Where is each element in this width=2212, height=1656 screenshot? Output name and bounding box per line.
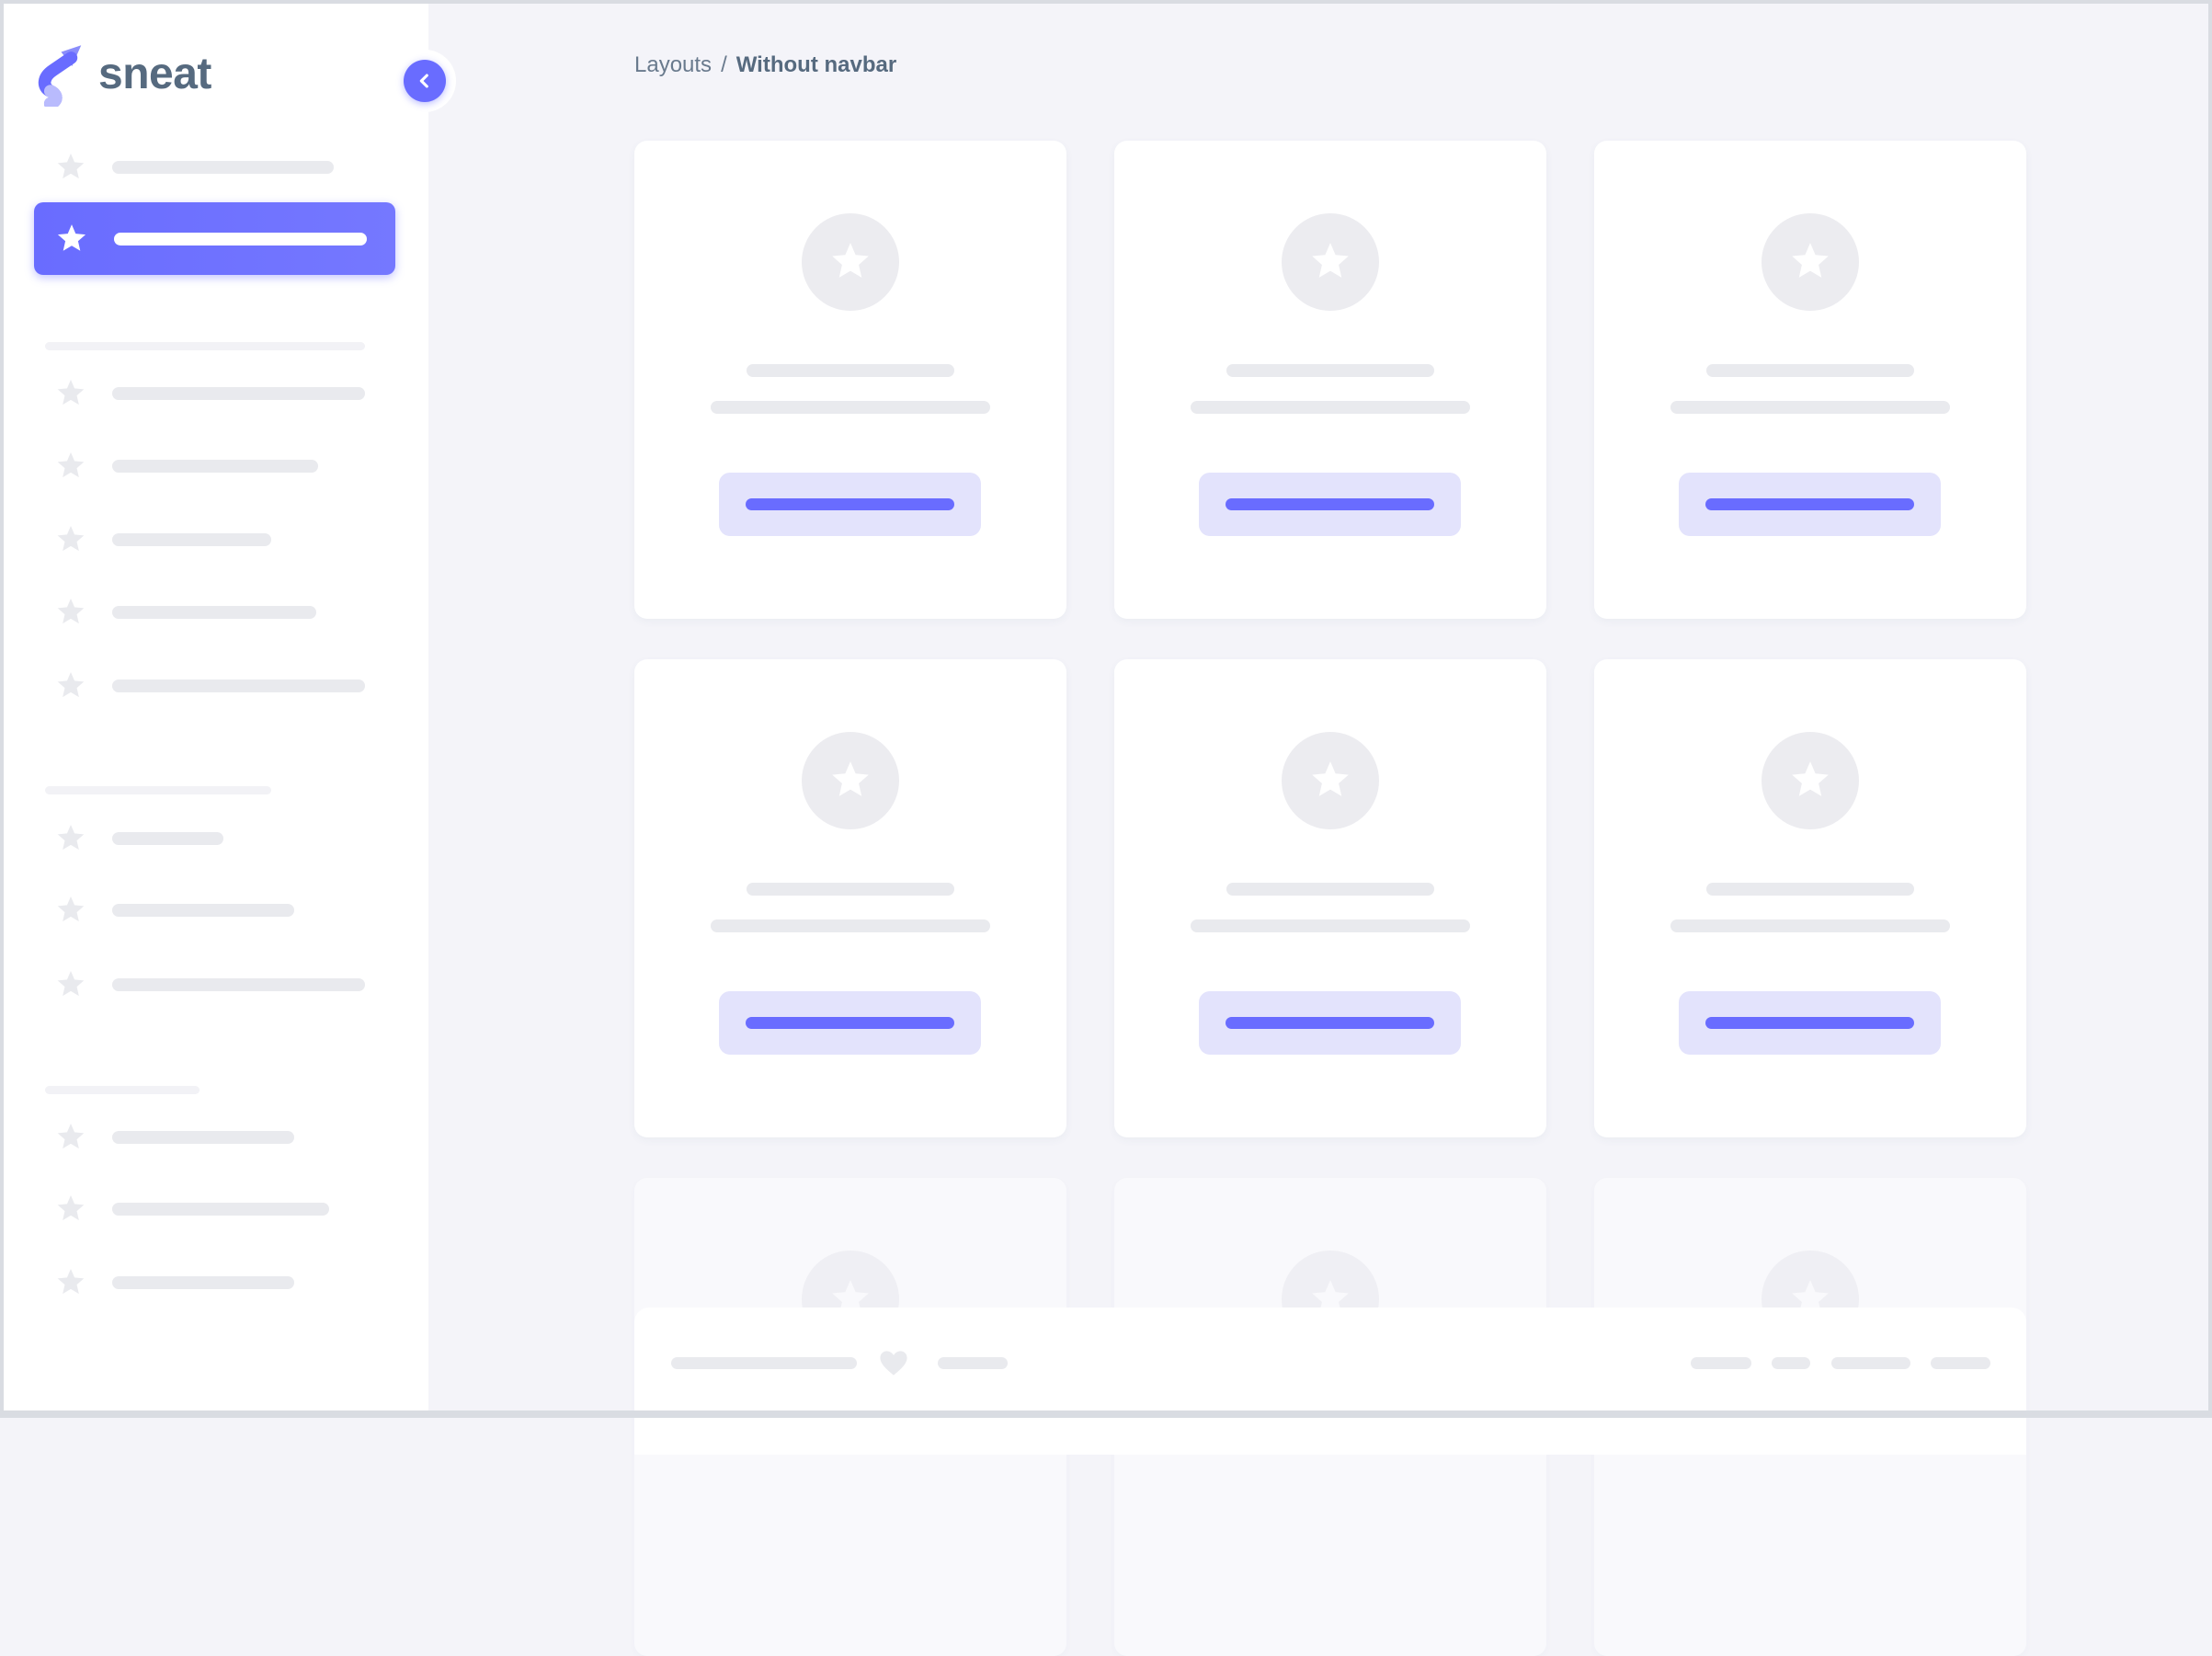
text-line-skeleton <box>1670 919 1950 932</box>
heart-icon <box>875 1345 912 1380</box>
text-line-skeleton <box>747 883 954 896</box>
section-heading-skeleton <box>45 786 271 794</box>
footer-text-skeleton <box>671 1357 857 1369</box>
star-icon <box>54 222 89 257</box>
text-line-skeleton <box>1670 401 1950 414</box>
text-line-skeleton <box>1226 883 1434 896</box>
footer-link-skeleton <box>1691 1357 1751 1369</box>
text-line-skeleton <box>747 364 954 377</box>
skeleton-label-bar <box>112 1203 329 1216</box>
placeholder-card <box>1114 141 1546 619</box>
skeleton-label-bar <box>112 832 223 845</box>
skeleton-label-bar <box>112 533 271 546</box>
skeleton-label-bar <box>112 387 365 400</box>
sidebar-item-skeleton[interactable] <box>54 1264 294 1301</box>
card-action-button[interactable] <box>1679 991 1941 1055</box>
text-line-skeleton <box>711 401 990 414</box>
button-label-skeleton <box>746 1017 954 1029</box>
star-avatar-icon <box>1762 213 1859 311</box>
section-heading-skeleton <box>45 342 365 350</box>
sidebar: sneat <box>0 0 456 1418</box>
skeleton-label-bar <box>112 904 294 917</box>
sidebar-item-skeleton[interactable] <box>54 375 365 412</box>
card-action-button[interactable] <box>1679 473 1941 536</box>
button-label-skeleton <box>1226 1017 1434 1029</box>
sidebar-collapse-button[interactable] <box>393 50 456 112</box>
skeleton-label-bar <box>114 232 367 246</box>
sidebar-item-active[interactable] <box>34 202 395 275</box>
footer-text-skeleton <box>938 1357 1008 1369</box>
skeleton-label-bar <box>112 1276 294 1289</box>
card-action-button[interactable] <box>1199 991 1461 1055</box>
app-window: sneat <box>0 0 2212 1455</box>
sidebar-item-skeleton[interactable] <box>54 820 223 857</box>
text-line-skeleton <box>1191 401 1470 414</box>
star-avatar-icon <box>802 732 899 829</box>
star-icon <box>54 151 87 184</box>
star-icon <box>54 1121 87 1154</box>
star-icon <box>54 377 87 410</box>
sidebar-item-skeleton[interactable] <box>54 149 334 186</box>
star-icon <box>54 1266 87 1299</box>
skeleton-label-bar <box>112 680 365 692</box>
skeleton-label-bar <box>112 978 365 991</box>
card-action-button[interactable] <box>1199 473 1461 536</box>
placeholder-card <box>1594 141 2026 619</box>
footer-link-skeleton <box>1772 1357 1810 1369</box>
button-label-skeleton <box>1705 1017 1914 1029</box>
skeleton-label-bar <box>112 1131 294 1144</box>
chevron-left-icon <box>404 60 446 102</box>
sidebar-item-skeleton[interactable] <box>54 1191 329 1228</box>
breadcrumb-current: Without navbar <box>735 52 897 77</box>
sidebar-item-skeleton[interactable] <box>54 594 316 631</box>
star-icon <box>54 669 87 702</box>
sidebar-item-skeleton[interactable] <box>54 966 365 1003</box>
button-label-skeleton <box>1705 498 1914 510</box>
breadcrumb: Layouts / Without navbar <box>634 52 896 78</box>
footer-skeleton-bar <box>634 1308 2026 1455</box>
star-icon <box>54 968 87 1001</box>
star-avatar-icon <box>1282 213 1379 311</box>
button-label-skeleton <box>746 498 954 510</box>
skeleton-label-bar <box>112 460 318 473</box>
sidebar-item-skeleton[interactable] <box>54 668 365 704</box>
card-action-button[interactable] <box>719 991 981 1055</box>
section-heading-skeleton <box>45 1086 200 1094</box>
text-line-skeleton <box>1706 364 1914 377</box>
skeleton-label-bar <box>112 161 334 174</box>
sidebar-item-skeleton[interactable] <box>54 448 318 485</box>
star-icon <box>54 523 87 556</box>
sidebar-item-skeleton[interactable] <box>54 521 271 558</box>
text-line-skeleton <box>1191 919 1470 932</box>
placeholder-card <box>1114 659 1546 1137</box>
footer-link-skeleton <box>1931 1357 1990 1369</box>
star-avatar-icon <box>1762 732 1859 829</box>
sidebar-item-skeleton[interactable] <box>54 892 294 929</box>
text-line-skeleton <box>1226 364 1434 377</box>
star-icon <box>54 822 87 855</box>
card-action-button[interactable] <box>719 473 981 536</box>
star-avatar-icon <box>1282 732 1379 829</box>
brand-name: sneat <box>98 50 211 98</box>
skeleton-label-bar <box>112 606 316 619</box>
text-line-skeleton <box>1706 883 1914 896</box>
placeholder-card <box>1594 659 2026 1137</box>
breadcrumb-parent[interactable]: Layouts <box>634 52 713 77</box>
sneat-logo-icon <box>30 42 84 107</box>
star-avatar-icon <box>802 213 899 311</box>
text-line-skeleton <box>711 919 990 932</box>
star-icon <box>54 894 87 927</box>
breadcrumb-separator: / <box>721 52 727 77</box>
button-label-skeleton <box>1226 498 1434 510</box>
footer-link-skeleton <box>1831 1357 1910 1369</box>
star-icon <box>54 1193 87 1226</box>
brand[interactable]: sneat <box>30 40 211 108</box>
star-icon <box>54 596 87 629</box>
sidebar-item-skeleton[interactable] <box>54 1119 294 1156</box>
star-icon <box>54 450 87 483</box>
placeholder-card <box>634 659 1066 1137</box>
placeholder-card <box>634 141 1066 619</box>
